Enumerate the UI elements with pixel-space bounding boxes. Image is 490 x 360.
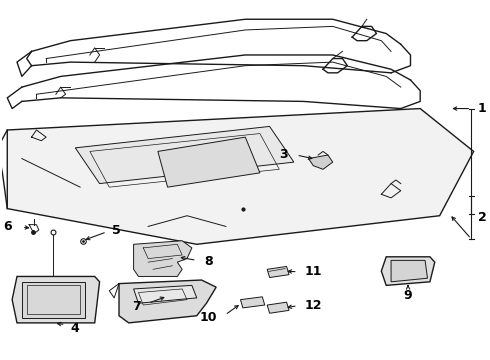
Polygon shape	[134, 285, 197, 303]
Text: 3: 3	[279, 148, 288, 162]
Text: 4: 4	[70, 322, 79, 335]
Polygon shape	[267, 302, 289, 313]
Polygon shape	[309, 155, 333, 169]
Text: 2: 2	[478, 211, 486, 224]
Polygon shape	[267, 266, 289, 278]
Polygon shape	[75, 126, 294, 184]
Polygon shape	[391, 260, 427, 282]
Text: 10: 10	[199, 311, 217, 324]
Text: 12: 12	[305, 299, 322, 312]
Polygon shape	[7, 109, 474, 244]
Polygon shape	[12, 276, 99, 323]
Text: 1: 1	[478, 102, 486, 115]
Polygon shape	[119, 280, 216, 323]
Polygon shape	[381, 257, 435, 285]
Text: 7: 7	[132, 300, 141, 313]
Polygon shape	[241, 297, 265, 308]
Polygon shape	[134, 241, 192, 276]
Polygon shape	[158, 137, 260, 187]
Text: 5: 5	[112, 224, 121, 237]
Text: 6: 6	[3, 220, 12, 233]
Text: 9: 9	[404, 288, 413, 302]
Text: 8: 8	[204, 255, 213, 267]
Text: 11: 11	[305, 265, 322, 278]
Polygon shape	[22, 282, 85, 318]
